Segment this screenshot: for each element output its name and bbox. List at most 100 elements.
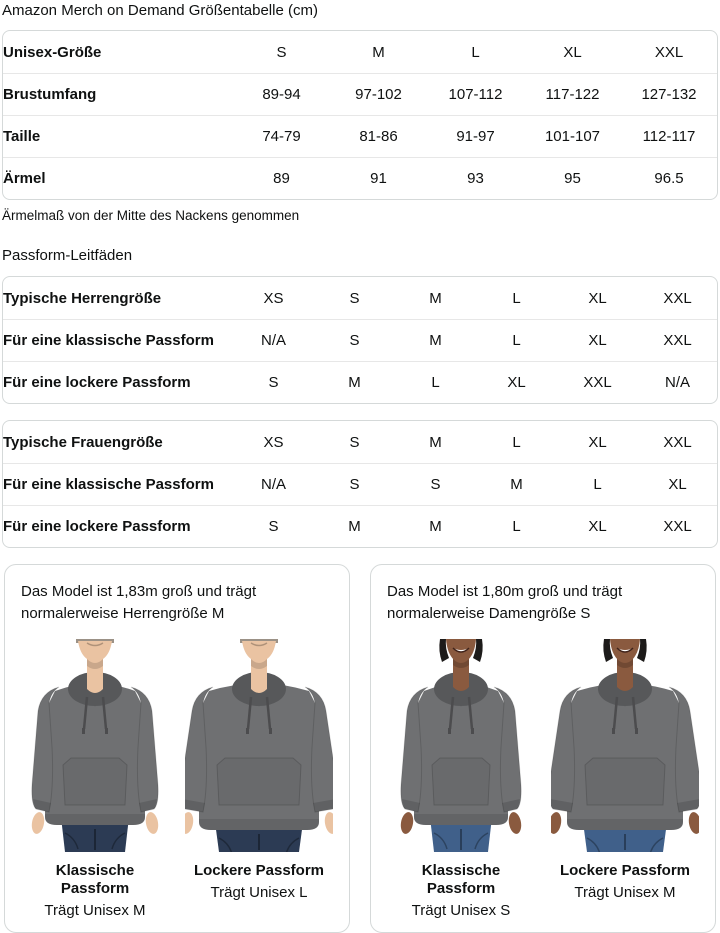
page-title: Amazon Merch on Demand Größentabelle (cm… xyxy=(2,2,318,19)
wears-label: Trägt Unisex M xyxy=(574,884,676,901)
model-photo-column: Klassische Passform Trägt Unisex S xyxy=(387,639,535,920)
table-row: Ärmel 89 91 93 95 96.5 xyxy=(3,157,717,199)
size-value-cell: M xyxy=(476,463,557,505)
row-label-cell: Ärmel xyxy=(3,157,233,199)
fit-section-heading: Passform-Leitfäden xyxy=(2,247,133,264)
size-value-cell: S xyxy=(276,43,287,61)
row-label-cell: Für eine lockere Passform xyxy=(3,505,233,547)
row-label-cell: Typische Herrengröße xyxy=(3,289,162,307)
model-photos: Klassische Passform Trägt Unisex S Locker… xyxy=(387,639,699,920)
unisex-size-table: Unisex-Größe S M L XL XXL Brustumfang 89-94 97-1… xyxy=(2,30,718,200)
size-value-cell: S xyxy=(349,289,360,307)
size-value-cell: 89-94 xyxy=(233,73,330,115)
size-value-cell: 91 xyxy=(330,157,427,199)
size-value-cell: XL xyxy=(563,43,582,61)
size-value-cell: 97-102 xyxy=(330,73,427,115)
table-row: Unisex-Größe S M L XL XXL xyxy=(3,31,717,73)
size-value-cell: XXL xyxy=(654,43,684,61)
size-value-cell: N/A xyxy=(233,319,314,361)
size-value-cell: S xyxy=(349,433,360,451)
size-value-cell: XXL xyxy=(663,433,692,451)
size-value-cell: 81-86 xyxy=(330,115,427,157)
size-value-cell: 101-107 xyxy=(524,115,621,157)
size-value-cell: XL xyxy=(557,319,638,361)
row-label-cell: Typische Frauengröße xyxy=(3,433,163,451)
table-row: Für eine lockere Passform S M M L XL XXL xyxy=(3,505,717,547)
mens-fit-table: Typische Herrengröße XS S M L XL XXL Für eine k… xyxy=(2,276,718,404)
size-value-cell: M xyxy=(395,505,476,547)
female-model-photo-loose xyxy=(551,639,699,852)
size-value-cell: XS xyxy=(263,289,284,307)
fit-label: Lockere Passform xyxy=(559,862,691,879)
fit-label: Lockere Passform xyxy=(193,862,325,879)
size-value-cell: 107-112 xyxy=(427,73,524,115)
male-model-photo-loose xyxy=(185,639,333,852)
size-value-cell: M xyxy=(395,319,476,361)
size-value-cell: 112-117 xyxy=(621,115,717,157)
size-value-cell: L xyxy=(512,289,521,307)
row-label-cell: Unisex-Größe xyxy=(3,43,102,61)
size-value-cell: 95 xyxy=(524,157,621,199)
size-value-cell: 74-79 xyxy=(233,115,330,157)
model-cards: Das Model ist 1,83m groß und trägt norma… xyxy=(4,564,716,933)
size-value-cell: N/A xyxy=(233,463,314,505)
size-value-cell: 127-132 xyxy=(621,73,717,115)
model-description: Das Model ist 1,83m groß und trägt norma… xyxy=(21,583,257,622)
size-value-cell: S xyxy=(233,361,314,403)
row-label-cell: Taille xyxy=(3,115,233,157)
table-row: Typische Frauengröße XS S M L XL XXL xyxy=(3,421,717,463)
model-photo-column: Lockere Passform Trägt Unisex L xyxy=(185,639,333,920)
table-row: Typische Herrengröße XS S M L XL XXL xyxy=(3,277,717,319)
size-value-cell: 89 xyxy=(233,157,330,199)
size-value-cell: 91-97 xyxy=(427,115,524,157)
fit-label: Klassische Passform xyxy=(55,862,135,897)
table-row: Für eine klassische Passform N/A S M L XL XXL xyxy=(3,319,717,361)
row-label-cell: Brustumfang xyxy=(3,73,233,115)
size-value-cell: L xyxy=(557,463,638,505)
model-photos: Klassische Passform Trägt Unisex M Locker… xyxy=(21,639,333,920)
sleeve-note: Ärmelmaß von der Mitte des Nackens genom… xyxy=(2,208,300,223)
table-row: Taille 74-79 81-86 91-97 101-107 112-117 xyxy=(3,115,717,157)
size-value-cell: XXL xyxy=(557,361,638,403)
size-value-cell: L xyxy=(395,361,476,403)
size-value-cell: L xyxy=(476,505,557,547)
size-value-cell: XL xyxy=(557,505,638,547)
womens-fit-table: Typische Frauengröße XS S M L XL XXL Für eine k… xyxy=(2,420,718,548)
table-row: Brustumfang 89-94 97-102 107-112 117-122 127-… xyxy=(3,73,717,115)
size-value-cell: XXL xyxy=(638,319,717,361)
model-photo-column: Klassische Passform Trägt Unisex M xyxy=(21,639,169,920)
size-value-cell: XXL xyxy=(638,505,717,547)
size-value-cell: M xyxy=(314,361,395,403)
size-value-cell: XL xyxy=(588,289,607,307)
table-row: Für eine klassische Passform N/A S S M L XL xyxy=(3,463,717,505)
size-value-cell: L xyxy=(471,43,480,61)
row-label-cell: Für eine lockere Passform xyxy=(3,361,233,403)
size-value-cell: XS xyxy=(263,433,284,451)
model-photo-column: Lockere Passform Trägt Unisex M xyxy=(551,639,699,920)
wears-label: Trägt Unisex M xyxy=(44,902,146,919)
size-value-cell: XL xyxy=(476,361,557,403)
row-label-cell: Für eine klassische Passform xyxy=(3,319,233,361)
size-value-cell: L xyxy=(512,433,521,451)
female-model-photo-classic xyxy=(387,639,535,852)
size-value-cell: S xyxy=(395,463,476,505)
size-value-cell: L xyxy=(476,319,557,361)
size-value-cell: M xyxy=(314,505,395,547)
table-row: Für eine lockere Passform S M L XL XXL N/A xyxy=(3,361,717,403)
size-value-cell: XL xyxy=(638,463,717,505)
size-value-cell: M xyxy=(372,43,385,61)
row-label-cell: Für eine klassische Passform xyxy=(3,463,233,505)
wears-label: Trägt Unisex L xyxy=(210,884,308,901)
size-value-cell: 93 xyxy=(427,157,524,199)
wears-label: Trägt Unisex S xyxy=(411,902,511,919)
size-value-cell: 117-122 xyxy=(524,73,621,115)
female-model-card: Das Model ist 1,80m groß und trägt norma… xyxy=(370,564,716,933)
size-value-cell: M xyxy=(429,433,442,451)
size-value-cell: M xyxy=(429,289,442,307)
model-description: Das Model ist 1,80m groß und trägt norma… xyxy=(387,583,623,622)
size-value-cell: N/A xyxy=(638,361,717,403)
size-value-cell: S xyxy=(233,505,314,547)
size-value-cell: S xyxy=(314,463,395,505)
fit-label: Klassische Passform xyxy=(421,862,501,897)
